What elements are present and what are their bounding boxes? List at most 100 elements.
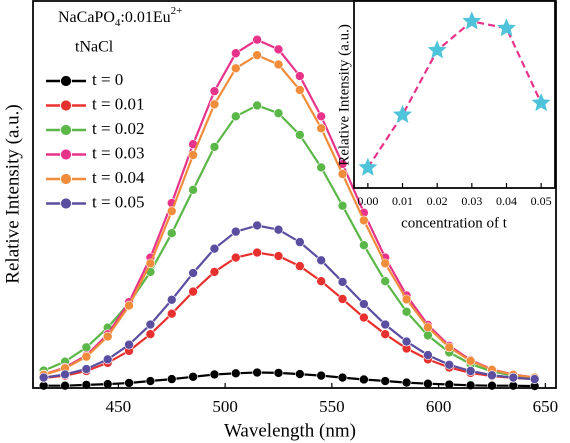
marker (423, 322, 433, 333)
marker (273, 224, 284, 235)
marker (337, 277, 348, 287)
legend-marker (60, 173, 72, 185)
annotation-part: :0.01Eu (120, 9, 170, 26)
annotation: NaCaPO4:0.01Eu2+ (58, 5, 182, 29)
marker (497, 18, 516, 37)
plot-frame (32, 0, 557, 389)
marker (166, 294, 177, 305)
marker (273, 108, 284, 119)
marker (465, 356, 476, 366)
marker (337, 200, 348, 211)
marker (444, 379, 455, 390)
marker (487, 380, 497, 391)
marker (166, 228, 177, 238)
marker (81, 364, 92, 374)
marker (359, 312, 369, 323)
marker (295, 369, 305, 379)
marker (166, 308, 177, 319)
marker (273, 59, 284, 70)
marker (380, 329, 391, 340)
marker (252, 50, 262, 60)
marker (145, 319, 156, 330)
inset-x-axis-label: concentration of t (401, 215, 508, 231)
marker (401, 294, 412, 305)
marker (252, 220, 262, 231)
marker (359, 299, 369, 309)
marker (166, 374, 177, 384)
legend-marker (60, 75, 72, 87)
marker (337, 294, 348, 304)
marker (81, 351, 92, 362)
marker (166, 206, 177, 216)
marker (295, 261, 305, 271)
marker (230, 252, 241, 263)
marker (359, 240, 369, 250)
legend-marker (60, 197, 72, 210)
marker (337, 372, 348, 383)
marker (209, 369, 220, 380)
marker (209, 267, 220, 277)
marker (252, 247, 262, 258)
marker (316, 123, 326, 134)
legend-label: t = 0.01 (92, 94, 145, 113)
marker (359, 215, 369, 226)
inset-chart: concentration of t Relative Intensity (a… (336, 0, 556, 231)
marker (316, 162, 326, 173)
annotation-part: 2+ (171, 5, 183, 17)
marker (60, 369, 70, 380)
marker (358, 157, 378, 176)
marker (145, 376, 156, 386)
marker (188, 286, 198, 297)
marker (188, 185, 198, 195)
marker (316, 111, 326, 122)
marker (230, 63, 241, 74)
marker (337, 169, 348, 179)
x-tick-label: 550 (319, 397, 345, 416)
marker (124, 378, 134, 388)
marker (423, 378, 433, 389)
marker (102, 354, 113, 365)
marker (252, 367, 262, 378)
legend-title: tNaCl (75, 39, 114, 56)
marker (444, 342, 455, 353)
marker (102, 331, 113, 342)
marker (380, 376, 391, 386)
legend-marker (60, 148, 72, 161)
x-tick-label: 0.00 (357, 194, 378, 208)
marker (462, 11, 482, 30)
marker (209, 86, 220, 96)
marker (295, 237, 305, 247)
x-tick-label: 0.03 (461, 194, 482, 208)
annotation-part: NaCaPO (58, 9, 115, 26)
marker (427, 40, 447, 59)
marker (380, 319, 391, 330)
annotation-part: 4 (115, 17, 121, 29)
marker (273, 44, 284, 55)
marker (188, 150, 198, 160)
legend-label: t = 0 (92, 70, 123, 89)
marker (295, 85, 305, 95)
marker (145, 329, 156, 340)
marker (124, 339, 134, 350)
x-axis-label: Wavelength (nm) (224, 420, 356, 441)
series-line (366, 20, 543, 169)
marker (81, 342, 92, 353)
marker (465, 366, 476, 376)
marker (380, 276, 391, 286)
legend-marker (60, 124, 72, 136)
x-tick-label: 450 (106, 397, 132, 416)
marker (252, 100, 262, 111)
marker (401, 336, 412, 347)
marker (401, 377, 412, 388)
x-tick-label: 0.01 (392, 194, 413, 208)
marker (38, 372, 49, 383)
legend-label: t = 0.02 (92, 119, 145, 138)
marker (531, 93, 551, 112)
inset-y-axis-label: Relative Intensity (a.u.) (336, 24, 352, 166)
legend-label: t = 0.05 (92, 192, 145, 211)
marker (209, 99, 220, 110)
marker (188, 268, 198, 278)
marker (423, 330, 433, 341)
marker (81, 380, 92, 390)
